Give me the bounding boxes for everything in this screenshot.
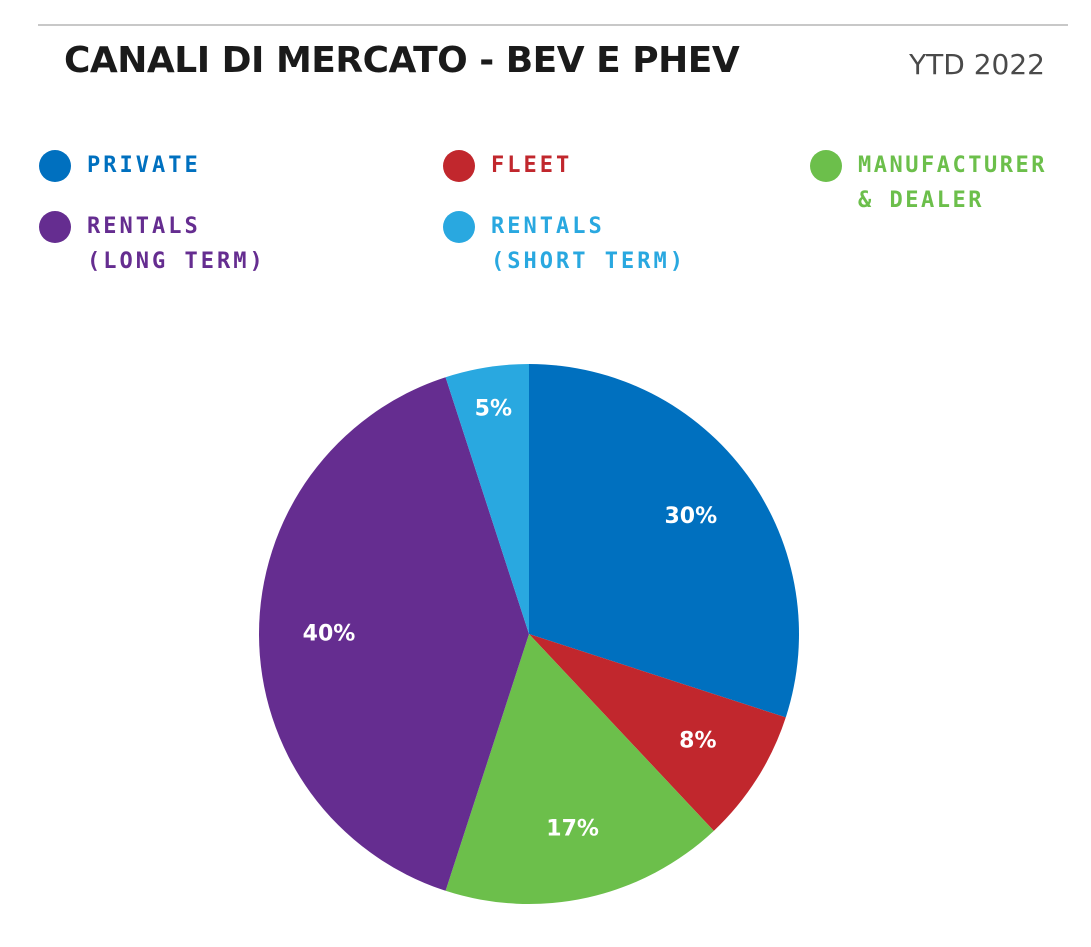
pie-label-rentals-short-term: 5% [475, 396, 512, 421]
legend-swatch-manufacturer-dealer [810, 150, 842, 182]
legend-label-manufacturer-dealer: MANUFACTURER & DEALER [858, 153, 1047, 213]
pie-slice-fleet [529, 634, 786, 831]
pie-slice-rentals-short-term [445, 364, 529, 634]
legend-swatch-fleet [443, 150, 475, 182]
legend-item-private: PRIVATE [39, 150, 201, 183]
legend-label-rentals-long-term: RENTALS (LONG TERM) [87, 214, 266, 274]
legend-item-manufacturer-dealer: MANUFACTURER & DEALER [810, 150, 1047, 218]
legend-label-private: PRIVATE [87, 153, 201, 178]
legend-swatch-private [39, 150, 71, 182]
legend-item-rentals-short-term: RENTALS (SHORT TERM) [443, 211, 686, 279]
legend-label-rentals-short-term: RENTALS (SHORT TERM) [491, 214, 686, 274]
chart-title: CANALI DI MERCATO - BEV E PHEV [64, 40, 740, 81]
legend-swatch-rentals-long-term [39, 211, 71, 243]
legend-swatch-rentals-short-term [443, 211, 475, 243]
pie-label-manufacturer-dealer: 17% [546, 817, 599, 842]
legend-item-rentals-long-term: RENTALS (LONG TERM) [39, 211, 266, 279]
legend-label-fleet: FLEET [491, 153, 573, 178]
legend-item-fleet: FLEET [443, 150, 572, 183]
pie-label-rentals-long-term: 40% [303, 622, 356, 647]
top-divider [38, 24, 1068, 26]
pie-slice-manufacturer-dealer [445, 634, 714, 904]
pie-label-private: 30% [664, 504, 717, 529]
pie-label-fleet: 8% [679, 729, 716, 754]
pie-slice-private [529, 364, 800, 718]
pie-slice-rentals-long-term [259, 377, 529, 891]
chart-period: YTD 2022 [909, 48, 1045, 81]
